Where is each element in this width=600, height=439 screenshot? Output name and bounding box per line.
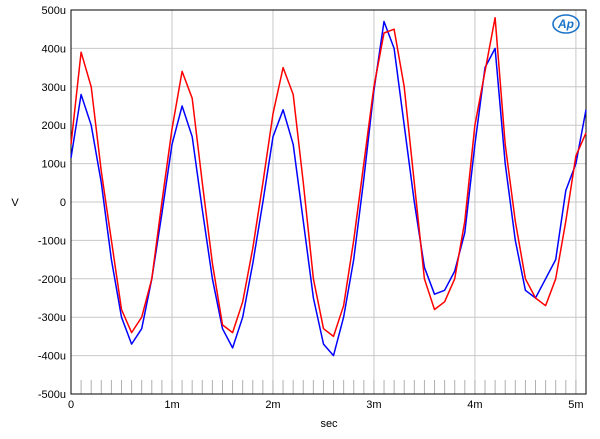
y-tick-label: 400u [42,43,66,55]
y-tick-label: 100u [42,159,66,171]
plot-frame [70,9,587,395]
ap-logo: Ap [552,14,580,34]
y-tick-label: 0 [60,197,66,209]
series-group [70,16,587,357]
x-tick-label: 1m [164,399,179,411]
y-tick-label: -500u [38,389,66,401]
x-tick-label: 4m [467,399,482,411]
y-tick-label: -300u [38,312,66,324]
y-tick-labels: 500u 400u 300u 200u 100u 0 -100u -200u -300u -400… [38,5,66,401]
y-tick-label: -100u [38,235,66,247]
series-line-2 [70,16,587,338]
x-tick-label: 0 [68,399,74,411]
y-tick-label: 300u [42,82,66,94]
ap-logo-text: Ap [557,17,574,31]
x-axis-label: sec [320,418,338,430]
x-tick-label: 3m [366,399,381,411]
y-tick-label: 500u [42,5,66,17]
x-tick-label: 5m [568,399,583,411]
series-line-1 [70,20,587,357]
y-tick-label: -400u [38,351,66,363]
grid-lines [70,9,586,395]
y-axis-label: V [11,197,19,209]
x-tick-labels: 0 1m 2m 3m 4m 5m [68,399,584,411]
x-tick-label: 2m [265,399,280,411]
minor-tick-strip [70,380,587,394]
ap-logo-ring [552,14,580,34]
y-tick-label: -200u [38,274,66,286]
y-tick-label: 200u [42,120,66,132]
